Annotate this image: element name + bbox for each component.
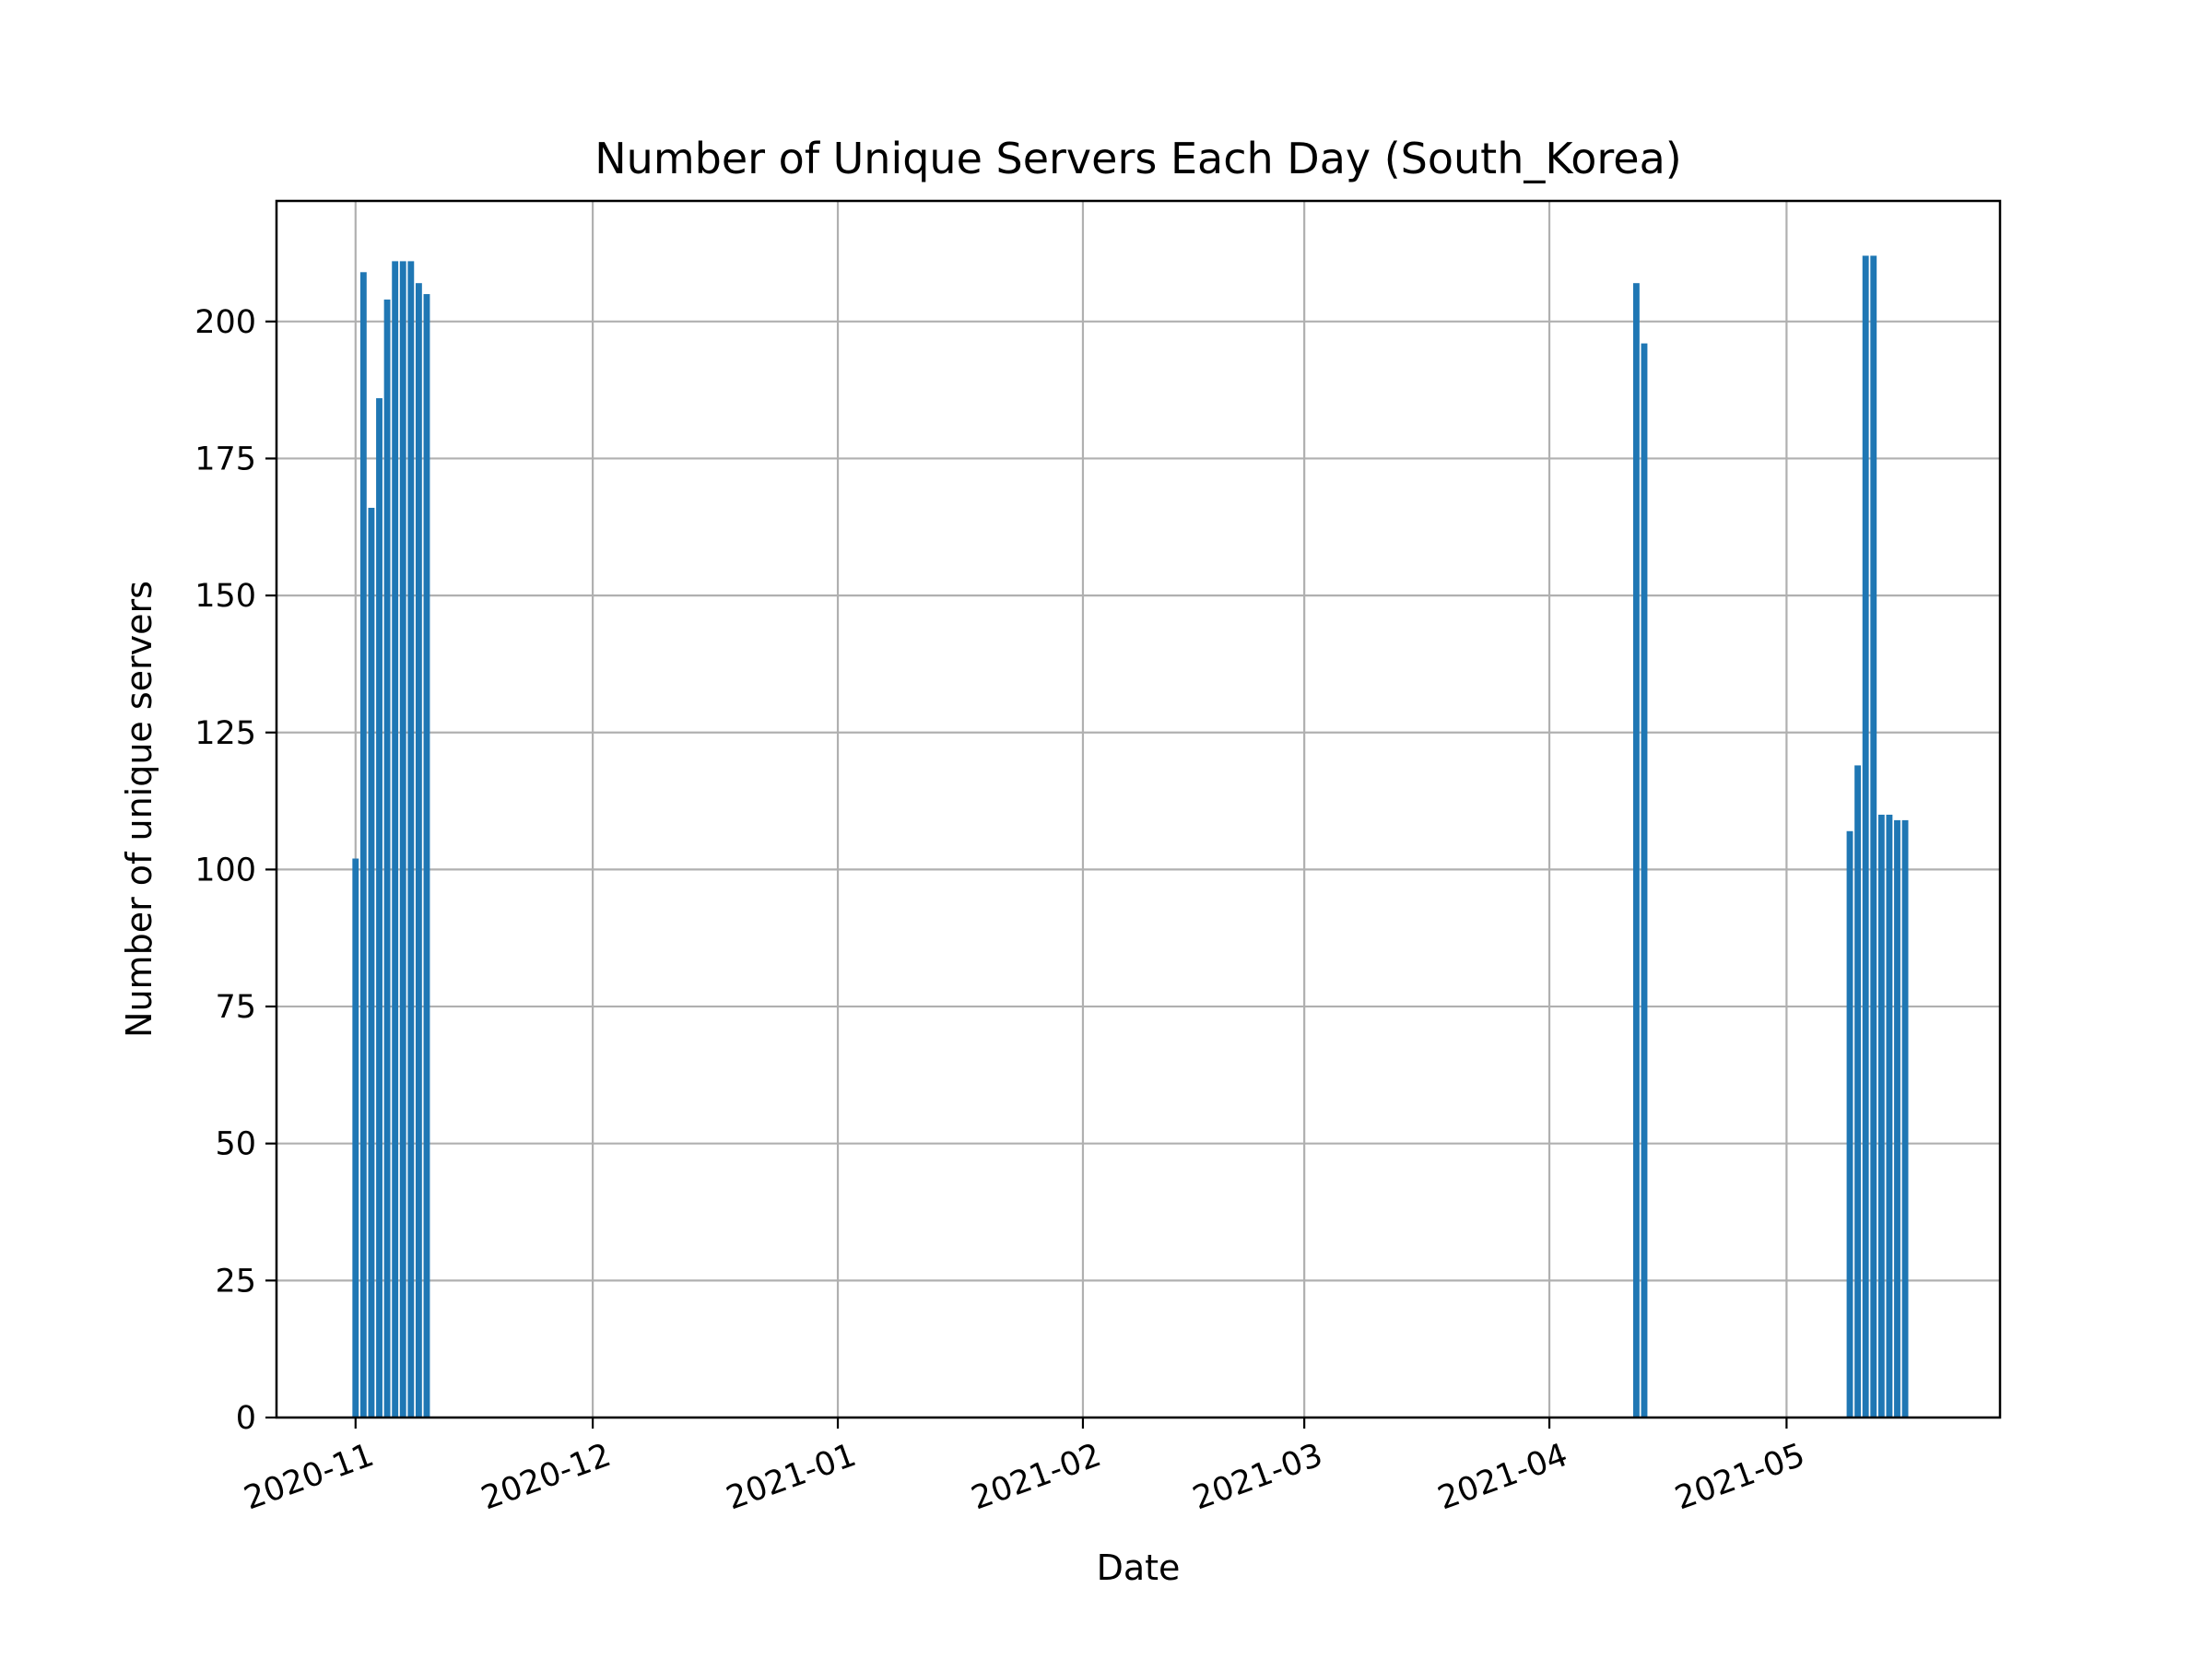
- y-tick-label: 25: [215, 1263, 256, 1300]
- bar: [352, 858, 359, 1418]
- bar: [423, 294, 430, 1418]
- bar: [359, 272, 367, 1418]
- bar: [1862, 255, 1869, 1418]
- bar: [392, 261, 399, 1418]
- bar: [1894, 819, 1900, 1418]
- y-tick-label: 175: [194, 441, 256, 477]
- bar: [1846, 830, 1853, 1418]
- bar: [407, 261, 415, 1418]
- bars: [352, 255, 1909, 1418]
- y-tick-label: 150: [194, 578, 256, 615]
- chart-title: Number of Unique Servers Each Day (South…: [594, 134, 1681, 183]
- bar: [399, 261, 406, 1418]
- y-axis-label: Number of unique servers: [119, 581, 159, 1038]
- bar: [383, 300, 391, 1418]
- y-tick-label: 200: [194, 304, 256, 341]
- bar: [368, 507, 375, 1418]
- y-tick-label: 100: [194, 852, 256, 888]
- bar: [1901, 819, 1909, 1418]
- bar: [415, 283, 422, 1418]
- x-axis-label: Date: [1097, 1547, 1181, 1588]
- bar: [1641, 343, 1648, 1418]
- bar: [1877, 814, 1885, 1418]
- y-tick-label: 75: [215, 989, 256, 1026]
- grid: [276, 201, 2000, 1419]
- bar: [1854, 765, 1862, 1418]
- y-tick-label: 125: [194, 715, 256, 752]
- bar: [1870, 255, 1877, 1418]
- y-tick-label: 0: [236, 1400, 256, 1437]
- y-tick-label: 50: [215, 1126, 256, 1163]
- bar: [1886, 814, 1893, 1418]
- plot-frame: [275, 199, 2002, 1419]
- bar: [1632, 283, 1640, 1418]
- bar: [376, 398, 382, 1418]
